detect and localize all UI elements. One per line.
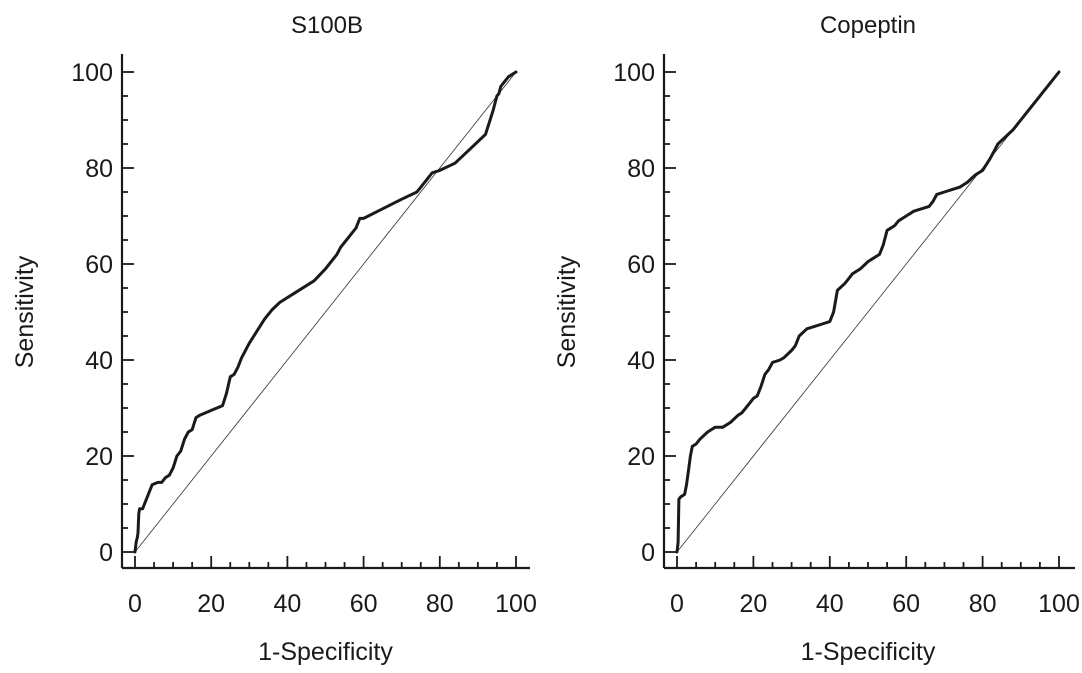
left-chart-title: S100B: [291, 12, 363, 39]
left-roc-curve: [133, 70, 518, 554]
right-reference-diagonal: [676, 71, 1060, 553]
right-x-axis-label: 1-Specificity: [801, 638, 936, 666]
right-y-tick-label: 0: [641, 539, 655, 567]
right-y-tick-label: 80: [627, 155, 655, 183]
right-roc-panel: Copeptin 0 20 40 60 80 100 0 20 40 60 80 100 1-Specif…: [553, 12, 1080, 666]
left-y-tick-label: 40: [85, 347, 113, 375]
right-chart-title: Copeptin: [820, 12, 916, 39]
right-y-tick-label: 20: [627, 443, 655, 471]
left-roc-panel: S100B 0 20 40 60 80 100 0 20 40 60 80 100 1-Specifici…: [11, 12, 537, 666]
right-x-tick-label: 80: [969, 590, 997, 618]
right-y-tick-label: 100: [613, 59, 655, 87]
left-reference-diagonal: [134, 71, 517, 553]
left-y-tick-label: 60: [85, 251, 113, 279]
left-x-tick-label: 20: [197, 590, 225, 618]
left-x-axis-label: 1-Specificity: [258, 638, 393, 666]
left-x-tick-label: 0: [128, 590, 142, 618]
left-y-tick-label: 100: [71, 59, 113, 87]
right-x-tick-label: 100: [1038, 590, 1080, 618]
left-x-tick-label: 60: [350, 590, 378, 618]
left-y-axis-label: Sensitivity: [11, 255, 39, 368]
right-y-tick-label: 40: [627, 347, 655, 375]
right-y-axis-label: Sensitivity: [553, 255, 581, 368]
left-y-tick-label: 80: [85, 155, 113, 183]
left-y-tick-label: 0: [99, 539, 113, 567]
left-x-tick-label: 100: [495, 590, 537, 618]
right-x-tick-label: 20: [739, 590, 767, 618]
right-y-tick-label: 60: [627, 251, 655, 279]
right-roc-curve: [675, 70, 1061, 554]
right-x-tick-label: 40: [816, 590, 844, 618]
left-x-tick-label: 40: [273, 590, 301, 618]
left-x-tick-label: 80: [426, 590, 454, 618]
left-y-tick-label: 20: [85, 443, 113, 471]
right-x-tick-label: 0: [670, 590, 684, 618]
right-x-tick-label: 60: [892, 590, 920, 618]
